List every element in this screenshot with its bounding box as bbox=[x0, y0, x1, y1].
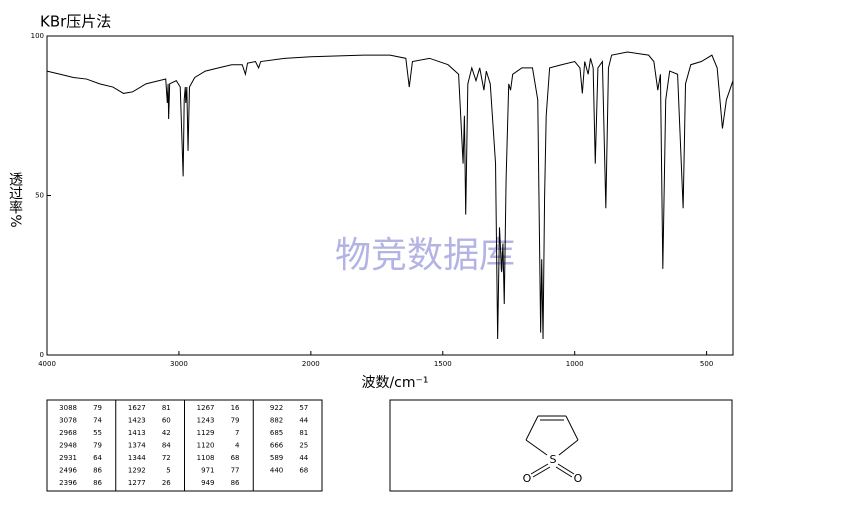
table-wavenumber: 1108 bbox=[197, 454, 215, 462]
table-wavenumber: 3088 bbox=[59, 404, 77, 412]
table-transmittance: 86 bbox=[231, 479, 240, 487]
table-transmittance: 79 bbox=[93, 404, 102, 412]
table-transmittance: 7 bbox=[235, 429, 239, 437]
table-wavenumber: 2948 bbox=[59, 442, 77, 450]
table-transmittance: 25 bbox=[299, 442, 308, 450]
table-transmittance: 16 bbox=[231, 404, 240, 412]
bond bbox=[555, 466, 573, 478]
table-transmittance: 81 bbox=[162, 404, 171, 412]
table-wavenumber: 1292 bbox=[128, 467, 146, 475]
table-wavenumber: 1120 bbox=[197, 442, 215, 450]
y-tick-label: 100 bbox=[31, 32, 44, 40]
table-wavenumber: 1277 bbox=[128, 479, 146, 487]
table-wavenumber: 1374 bbox=[128, 442, 146, 450]
x-tick-label: 500 bbox=[700, 360, 713, 368]
table-transmittance: 4 bbox=[235, 442, 240, 450]
chart-title: KBr压片法 bbox=[40, 13, 111, 31]
table-transmittance: 72 bbox=[162, 454, 171, 462]
table-wavenumber: 1423 bbox=[128, 417, 146, 425]
x-tick-label: 3000 bbox=[170, 360, 188, 368]
table-transmittance: 60 bbox=[162, 417, 171, 425]
bond bbox=[565, 415, 579, 441]
x-tick-label: 1000 bbox=[566, 360, 584, 368]
y-tick-label: 50 bbox=[35, 192, 44, 200]
table-transmittance: 79 bbox=[231, 417, 240, 425]
table-transmittance: 84 bbox=[162, 442, 171, 450]
table-wavenumber: 922 bbox=[270, 404, 283, 412]
table-transmittance: 57 bbox=[299, 404, 308, 412]
table-transmittance: 26 bbox=[162, 479, 171, 487]
spectrum-line bbox=[46, 51, 734, 340]
table-wavenumber: 1627 bbox=[128, 404, 146, 412]
bond bbox=[530, 463, 549, 475]
table-transmittance: 68 bbox=[299, 467, 308, 475]
watermark: 物竞数据库 bbox=[335, 235, 515, 276]
atom-label: S bbox=[550, 453, 557, 466]
atom-label: O bbox=[523, 472, 532, 485]
structure-frame bbox=[389, 399, 733, 492]
x-tick-label: 4000 bbox=[38, 360, 56, 368]
table-wavenumber: 1413 bbox=[128, 429, 146, 437]
table-wavenumber: 3078 bbox=[59, 417, 77, 425]
table-transmittance: 79 bbox=[93, 442, 102, 450]
table-transmittance: 44 bbox=[299, 454, 308, 462]
table-transmittance: 64 bbox=[93, 454, 102, 462]
x-axis-label: 波数/cm⁻¹ bbox=[361, 375, 428, 391]
table-wavenumber: 589 bbox=[270, 454, 283, 462]
table-wavenumber: 971 bbox=[201, 467, 214, 475]
table-transmittance: 77 bbox=[231, 467, 240, 475]
atom-label: O bbox=[574, 472, 583, 485]
structure-bonds bbox=[525, 415, 579, 478]
table-wavenumber: 1267 bbox=[197, 404, 215, 412]
table-wavenumber: 1129 bbox=[197, 429, 215, 437]
table-wavenumber: 2968 bbox=[59, 429, 77, 437]
table-transmittance: 74 bbox=[93, 417, 102, 425]
table-wavenumber: 949 bbox=[201, 479, 214, 487]
table-wavenumber: 440 bbox=[270, 467, 283, 475]
bond bbox=[525, 415, 539, 441]
table-wavenumber: 1243 bbox=[197, 417, 215, 425]
x-tick-label: 2000 bbox=[302, 360, 320, 368]
table-wavenumber: 666 bbox=[270, 442, 284, 450]
table-transmittance: 42 bbox=[162, 429, 171, 437]
table-wavenumber: 1344 bbox=[128, 454, 146, 462]
bond bbox=[532, 466, 551, 478]
table-transmittance: 68 bbox=[231, 454, 240, 462]
table-transmittance: 44 bbox=[299, 417, 308, 425]
y-tick-label: 0 bbox=[40, 351, 44, 359]
table-wavenumber: 2396 bbox=[59, 479, 77, 487]
table-transmittance: 5 bbox=[166, 467, 170, 475]
y-axis-label: 透过率% bbox=[7, 172, 23, 227]
bond bbox=[557, 463, 575, 475]
x-tick-label: 1500 bbox=[434, 360, 452, 368]
table-wavenumber: 882 bbox=[270, 417, 283, 425]
bond bbox=[558, 439, 579, 456]
table-wavenumber: 2931 bbox=[59, 454, 77, 462]
table-transmittance: 81 bbox=[299, 429, 308, 437]
table-transmittance: 55 bbox=[93, 429, 102, 437]
bond bbox=[525, 439, 548, 456]
table-wavenumber: 2496 bbox=[59, 467, 77, 475]
table-transmittance: 86 bbox=[93, 467, 102, 475]
table-wavenumber: 685 bbox=[270, 429, 283, 437]
plot-frame bbox=[46, 35, 734, 356]
table-transmittance: 86 bbox=[93, 479, 102, 487]
